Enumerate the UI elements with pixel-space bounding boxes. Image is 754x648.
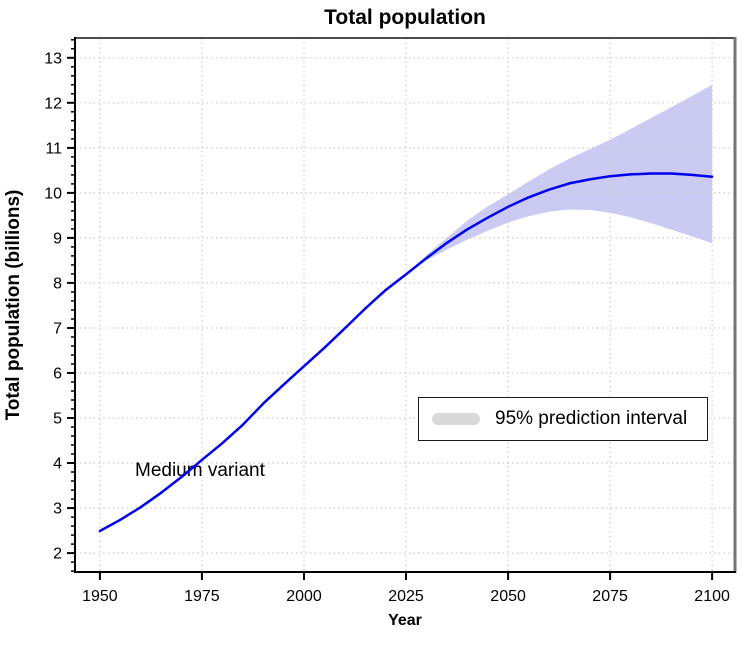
y-tick-label: 13 <box>44 50 62 67</box>
median-line-layer <box>98 172 714 533</box>
band-and-gridlines-layer <box>75 38 735 572</box>
y-tick-label: 2 <box>53 546 62 563</box>
y-tick-label: 3 <box>53 501 62 518</box>
prediction-interval-band <box>406 84 713 275</box>
medium-variant-label: Medium variant <box>135 460 266 481</box>
y-tick-label: 9 <box>53 230 62 247</box>
chart-title: Total population <box>324 6 486 29</box>
legend-label: 95% prediction interval <box>495 408 688 429</box>
prediction-interval-swatch-icon <box>432 413 480 425</box>
x-tick-label: 1950 <box>82 588 118 605</box>
legend-box: 95% prediction interval <box>418 397 708 441</box>
x-tick-label: 2100 <box>694 588 730 605</box>
median-variant-line <box>98 172 714 533</box>
y-tick-label: 6 <box>53 366 62 383</box>
x-tick-label: 2050 <box>490 588 526 605</box>
x-tick-label: 1975 <box>184 588 220 605</box>
x-tick-label: 2075 <box>592 588 628 605</box>
y-tick-label: 8 <box>53 275 62 292</box>
x-tick-label: 2025 <box>388 588 424 605</box>
y-tick-label: 11 <box>45 140 62 157</box>
y-tick-label: 10 <box>44 185 62 202</box>
y-tick-label: 7 <box>53 321 62 338</box>
y-tick-label: 4 <box>53 456 62 473</box>
y-tick-label: 12 <box>44 95 62 112</box>
axes-ticks-layer: 2 3 4 5 6 7 8 9 10 11 12 13 1950 1975 2000 2025 2050 2075… <box>44 37 737 605</box>
x-axis-title: Year <box>388 612 422 629</box>
x-tick-label: 2000 <box>286 588 322 605</box>
y-tick-label: 5 <box>53 411 62 428</box>
